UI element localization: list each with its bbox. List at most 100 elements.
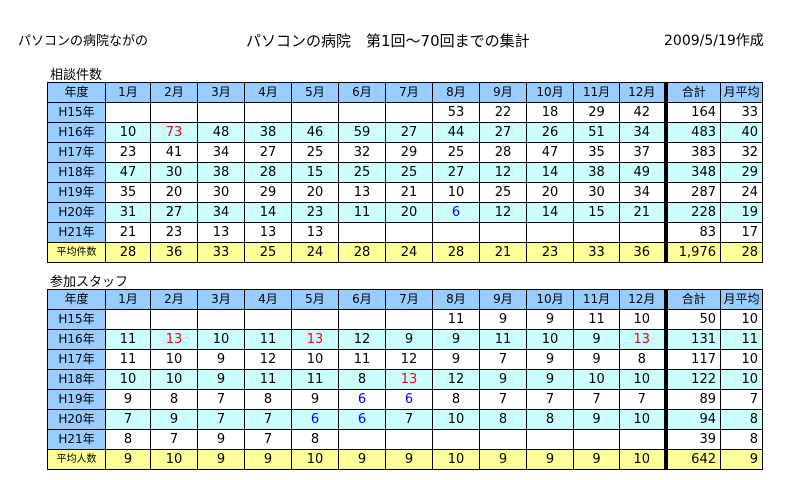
table-cell: 9: [432, 349, 480, 370]
table-cell: 46: [291, 122, 339, 143]
table-cell: 24: [720, 182, 763, 203]
table-cell: 11: [338, 349, 386, 370]
table-cell: 9: [526, 309, 574, 330]
table-cell: 9: [526, 369, 574, 390]
table-cell: 7: [244, 409, 292, 430]
table-cell: 7: [619, 389, 666, 410]
table-cell: 6: [385, 389, 433, 410]
table-cell: 10: [619, 449, 666, 470]
table-cell: 11: [291, 369, 339, 390]
table-cell: 35: [573, 142, 620, 163]
table-cell: 34: [619, 182, 666, 203]
table-row: H19年 9 8 7 8 9 6 6 8 7 7 7 7 89 7: [47, 389, 763, 410]
table-cell: 13: [338, 182, 386, 203]
row-label: H21年: [47, 222, 106, 243]
table-cell: 21: [479, 242, 527, 263]
table-cell: 10: [619, 409, 666, 430]
column-header: 4月: [244, 82, 292, 103]
column-header: 12月: [619, 289, 666, 310]
table-cell: 6: [432, 202, 480, 223]
table-cell: 38: [244, 122, 292, 143]
table-cell: 12: [432, 369, 480, 390]
table-cell: 228: [663, 202, 721, 223]
table-cell: 7: [150, 429, 198, 450]
row-label: H16年: [47, 122, 106, 143]
table-cell: 21: [385, 182, 433, 203]
table-cell: 164: [663, 102, 721, 123]
table-cell: 20: [385, 202, 433, 223]
row-label: H19年: [47, 389, 106, 410]
table-cell: 28: [338, 242, 386, 263]
column-header: 9月: [479, 82, 527, 103]
column-header: 合計: [663, 82, 721, 103]
table-cell: [573, 429, 620, 450]
table-cell: 27: [150, 202, 198, 223]
table-row: H21年 8 7 9 7 8 39 8: [47, 429, 763, 450]
table-cell: 9: [526, 449, 574, 470]
column-header: 10月: [526, 82, 574, 103]
table-cell: 10: [197, 329, 245, 350]
table-cell: 94: [663, 409, 721, 430]
table-cell: 17: [720, 222, 763, 243]
column-header: 2月: [150, 289, 198, 310]
table-cell: 9: [197, 369, 245, 390]
table-cell: [385, 102, 433, 123]
column-header: 8月: [432, 289, 480, 310]
column-header: 7月: [385, 289, 433, 310]
table-cell: 48: [197, 122, 245, 143]
table-cell: 9: [720, 449, 763, 470]
table-cell: [526, 222, 574, 243]
column-header: 11月: [573, 289, 620, 310]
table-cell: 10: [150, 349, 198, 370]
table-row: H19年 35 20 30 29 20 13 21 10 25 20 30 34 287 24: [47, 182, 763, 203]
table-cell: 14: [526, 162, 574, 183]
table-cell: 28: [105, 242, 151, 263]
column-header: 3月: [197, 82, 245, 103]
table-cell: 47: [105, 162, 151, 183]
column-header: 1月: [105, 289, 151, 310]
table-cell: 11: [432, 309, 480, 330]
table-row: H16年 10 73 48 38 46 59 27 44 27 26 51 34 483 40: [47, 122, 763, 143]
table-cell: 383: [663, 142, 721, 163]
table-cell: 7: [479, 349, 527, 370]
table-cell: 34: [619, 122, 666, 143]
table-cell: 9: [573, 329, 620, 350]
page-title: パソコンの病院 第1回～70回までの集計: [246, 32, 530, 50]
table-cell: [573, 222, 620, 243]
table-cell: 12: [244, 349, 292, 370]
table-cell: 89: [663, 389, 721, 410]
table-cell: 8: [150, 389, 198, 410]
table-cell: 11: [573, 309, 620, 330]
table-cell: [338, 102, 386, 123]
column-header: 3月: [197, 289, 245, 310]
table-cell: 20: [291, 182, 339, 203]
table-cell: 8: [526, 409, 574, 430]
table-cell: 13: [150, 329, 198, 350]
table-cell: 13: [244, 222, 292, 243]
table-cell: 36: [619, 242, 666, 263]
row-label: H18年: [47, 369, 106, 390]
table-cell: 40: [720, 122, 763, 143]
table-cell: 13: [197, 222, 245, 243]
table-cell: 287: [663, 182, 721, 203]
table-cell: 9: [197, 429, 245, 450]
table-cell: 50: [663, 309, 721, 330]
table-row: H18年 10 10 9 11 11 8 13 12 9 9 10 10 122 10: [47, 369, 763, 390]
row-label: 平均人数: [47, 449, 106, 470]
table-cell: 9: [197, 349, 245, 370]
table-cell: 29: [244, 182, 292, 203]
table-cell: 10: [526, 329, 574, 350]
table-cell: 9: [479, 369, 527, 390]
table-cell: 19: [720, 202, 763, 223]
table-cell: 34: [197, 202, 245, 223]
table-row: H20年 31 27 34 14 23 11 20 6 12 14 15 21 228 19: [47, 202, 763, 223]
table-cell: 7: [244, 429, 292, 450]
table-cell: 7: [526, 389, 574, 410]
table-cell: 38: [573, 162, 620, 183]
table-cell: 11: [479, 329, 527, 350]
table-cell: 10: [150, 449, 198, 470]
consultation-count-title: 相談件数: [50, 68, 103, 83]
table-cell: 7: [720, 389, 763, 410]
table-cell: 13: [385, 369, 433, 390]
table-row: H16年 11 13 10 11 13 12 9 9 11 10 9 13 131 11: [47, 329, 763, 350]
